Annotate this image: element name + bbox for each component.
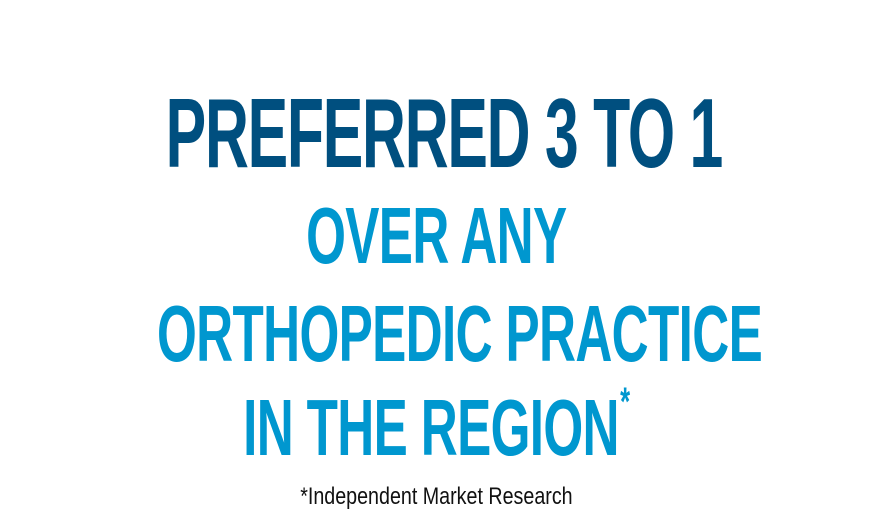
headline: PREFERRED 3 TO 1 (165, 78, 724, 188)
subheadline-line-1: OVER ANY (306, 191, 567, 280)
subheadline-line-3: IN THE REGION* (157, 382, 716, 468)
footnote: *Independent Market Research (300, 483, 573, 510)
footnote-asterisk: * (620, 380, 630, 424)
subheadline-line-2: ORTHOPEDIC PRACTICE (156, 289, 763, 378)
subheadline-line-3-text: IN THE REGION (243, 383, 619, 472)
